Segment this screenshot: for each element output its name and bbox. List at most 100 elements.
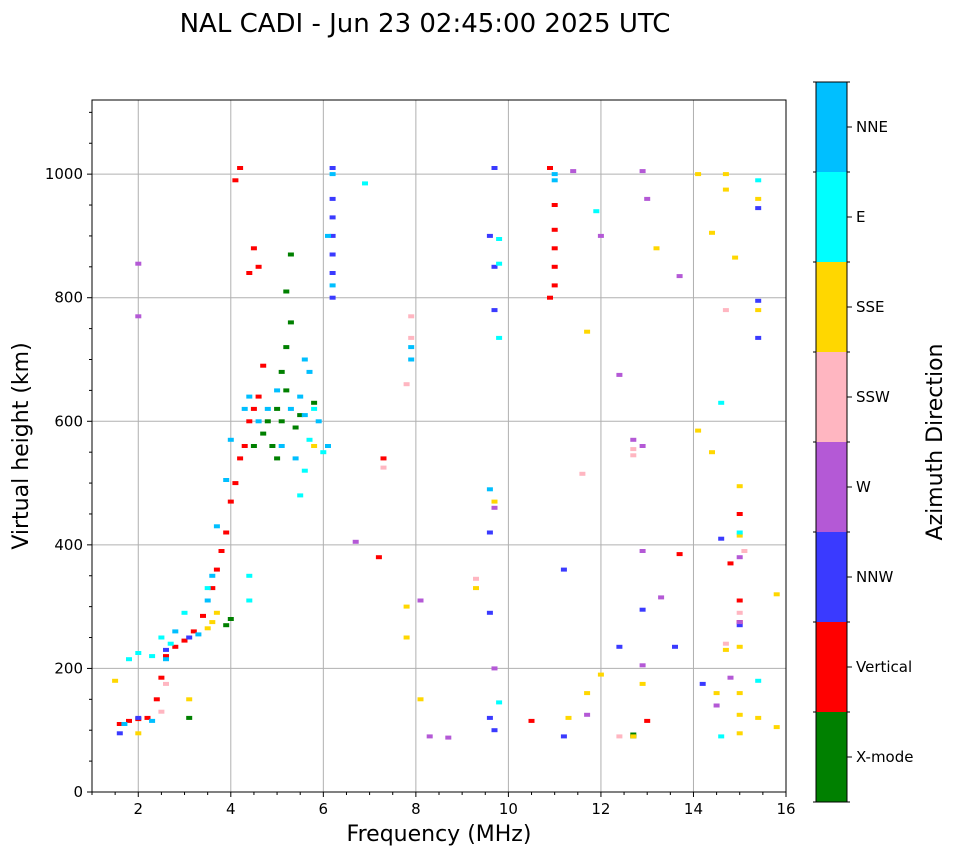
point-ssw [408, 335, 415, 340]
point-nnw [329, 166, 336, 170]
point-sse [584, 329, 591, 334]
point-x-mode [186, 715, 193, 720]
point-nne [325, 233, 331, 238]
point-vertical [736, 598, 743, 603]
point-sse [773, 725, 780, 730]
point-nnw [491, 728, 498, 733]
point-e [320, 450, 327, 455]
point-sse [584, 691, 591, 696]
point-sse [186, 697, 193, 702]
point-w [727, 675, 734, 680]
point-sse [695, 172, 702, 177]
point-ssw [736, 610, 743, 615]
point-w [639, 169, 646, 174]
point-nnw [672, 644, 678, 649]
point-vertical [237, 166, 244, 170]
y-tick-label: 0 [73, 783, 83, 801]
point-nne [172, 629, 179, 634]
point-w [570, 169, 577, 174]
point-nne [301, 413, 308, 418]
x-tick-label: 14 [684, 800, 703, 818]
point-w [584, 712, 591, 717]
axis-ticks: 2 4 6 8 10 12 14 16 0 200 400 600 800 1000 [45, 111, 796, 818]
point-sse [736, 712, 743, 717]
chart-title: NAL CADI - Jun 23 02:45:00 2025 UTC [180, 9, 671, 39]
point-x-mode [269, 444, 276, 448]
colorbar-category-label: NNE [856, 118, 888, 136]
point-nne [246, 394, 253, 399]
point-nne [121, 722, 128, 726]
point-sse [112, 678, 119, 683]
point-vertical [551, 283, 558, 288]
point-sse [209, 620, 216, 625]
x-tick-label: 4 [226, 800, 236, 818]
x-tick-label: 12 [591, 800, 610, 818]
point-nne [204, 598, 211, 603]
point-w [491, 505, 498, 510]
point-sse [565, 715, 572, 720]
point-nne [241, 406, 248, 411]
point-nne [287, 406, 294, 411]
point-nne [301, 357, 308, 362]
point-ssw [722, 308, 729, 313]
point-sse [709, 450, 715, 455]
point-vertical [250, 406, 257, 411]
point-nnw [486, 610, 493, 615]
point-vertical [172, 644, 179, 649]
point-nnw [329, 196, 336, 201]
point-nne [325, 444, 331, 448]
point-nne [195, 632, 202, 637]
colorbar: X-mode Vertical NNW W SSW SSE E NNE [813, 81, 913, 803]
point-x-mode [283, 345, 290, 350]
point-w [491, 666, 498, 671]
point-nnw [163, 647, 169, 652]
point-sse [755, 308, 762, 313]
point-nnw [699, 681, 706, 686]
grid [92, 100, 787, 793]
point-nne [306, 369, 313, 374]
y-tick-label: 400 [54, 536, 83, 554]
point-vertical [126, 718, 132, 723]
point-x-mode [260, 431, 267, 436]
point-e [718, 400, 725, 405]
point-vertical [218, 549, 225, 553]
point-vertical [375, 555, 382, 560]
point-vertical [727, 561, 734, 566]
point-nnw [486, 715, 493, 720]
colorbar-category-label: W [856, 478, 871, 496]
point-sse [713, 691, 720, 696]
point-ssw [473, 576, 479, 581]
point-nnw [718, 536, 725, 541]
point-nnw [560, 734, 567, 739]
point-w [630, 437, 637, 442]
point-vertical [547, 166, 553, 170]
point-e [126, 657, 132, 662]
point-ssw [722, 641, 729, 646]
point-sse [213, 610, 220, 615]
point-w [639, 444, 646, 448]
point-vertical [181, 638, 188, 643]
colorbar-swatch-vertical [816, 622, 847, 712]
point-vertical [547, 295, 553, 300]
point-e [311, 406, 318, 411]
point-vertical [232, 178, 239, 183]
point-e [246, 573, 253, 578]
point-w [135, 261, 142, 266]
x-tick-label: 16 [776, 800, 795, 818]
point-nne [278, 444, 285, 448]
point-e [496, 700, 503, 705]
colorbar-swatch-ssw [816, 352, 847, 442]
point-w [597, 233, 604, 238]
y-tick-label: 1000 [45, 165, 83, 183]
point-w [445, 735, 452, 740]
point-nne [227, 437, 234, 442]
point-vertical [551, 203, 558, 207]
point-e [297, 493, 304, 498]
point-w [426, 734, 433, 739]
point-vertical [551, 264, 558, 269]
point-nne [329, 172, 336, 177]
point-e [181, 610, 188, 615]
point-x-mode [274, 456, 281, 461]
point-nnw [186, 635, 193, 640]
point-sse [736, 644, 743, 649]
